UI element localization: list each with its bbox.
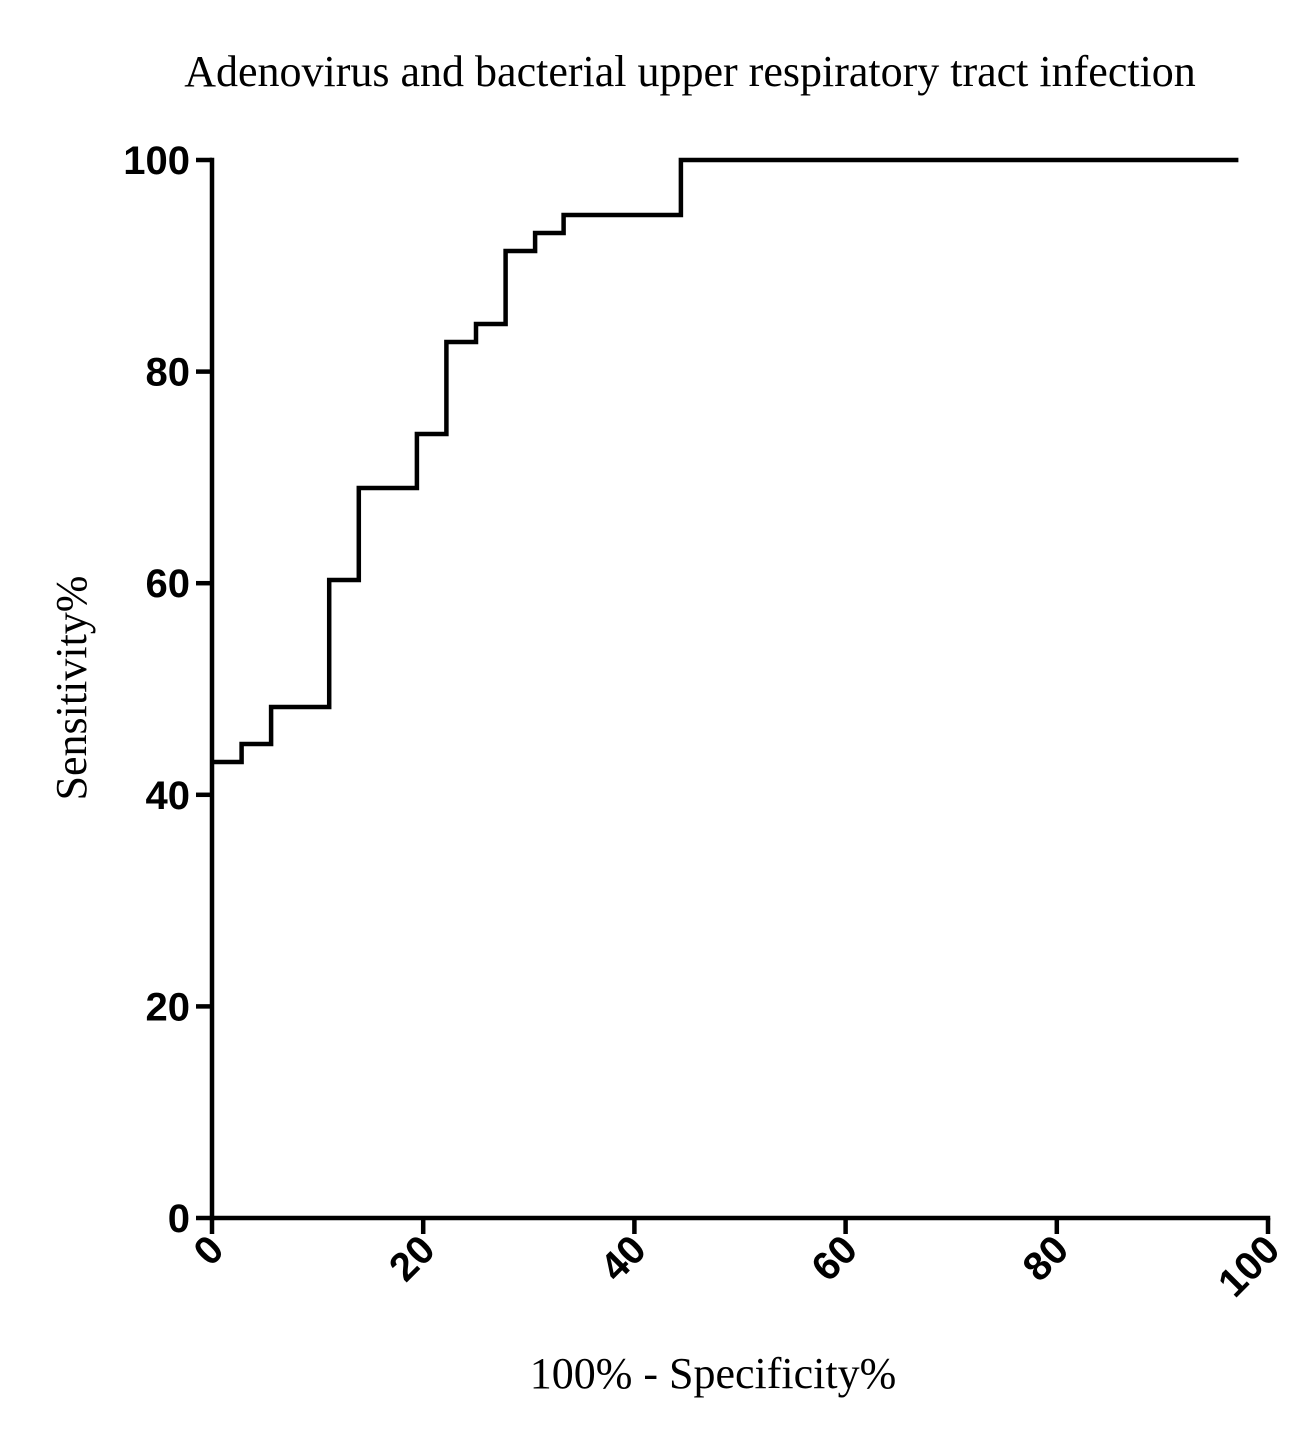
ticks xyxy=(196,157,1271,1234)
x-tick-label: 0 xyxy=(186,1227,233,1274)
x-tick-label: 80 xyxy=(1015,1227,1078,1290)
x-tick-label: 40 xyxy=(592,1227,655,1290)
tick-labels: 0 20 40 60 80 100 0 20 40 60 80 100 xyxy=(123,139,1288,1306)
roc-curve-line xyxy=(212,157,1239,765)
x-tick-label: 20 xyxy=(381,1227,444,1290)
x-axis-label: 100% - Specificity% xyxy=(530,1349,897,1398)
y-tick-label: 20 xyxy=(146,985,191,1029)
y-tick-label: 40 xyxy=(146,774,191,818)
y-tick-label: 100 xyxy=(123,139,190,183)
y-tick-label: 60 xyxy=(146,562,191,606)
x-tick-label: 100 xyxy=(1210,1227,1288,1305)
series-layer xyxy=(212,157,1239,765)
x-tick-label: 60 xyxy=(803,1227,866,1290)
chart-title: Adenovirus and bacterial upper respirato… xyxy=(184,47,1196,96)
axes xyxy=(209,157,1271,1221)
y-axis-label: Sensitivity% xyxy=(47,576,96,801)
y-tick-label: 80 xyxy=(146,351,191,395)
y-tick-label: 0 xyxy=(168,1197,190,1241)
